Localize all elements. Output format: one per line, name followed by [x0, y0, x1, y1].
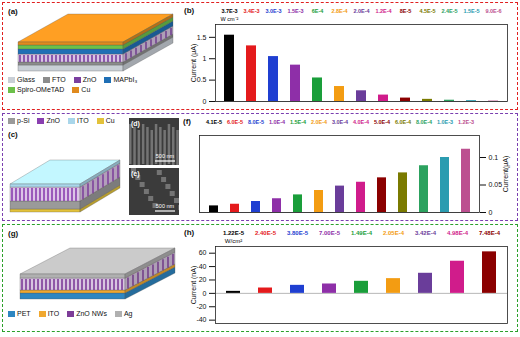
svg-text:1.5E-3: 1.5E-3 [287, 8, 303, 14]
svg-text:6.0E-5: 6.0E-5 [227, 119, 243, 125]
svg-text:(d): (d) [131, 120, 140, 128]
svg-text:1.0E-3: 1.0E-3 [437, 119, 453, 125]
svg-text:3.42E-4: 3.42E-4 [415, 230, 437, 236]
svg-text:7.48E-4: 7.48E-4 [479, 230, 501, 236]
svg-text:1.0E-4: 1.0E-4 [269, 119, 286, 125]
html-text:Glass: Glass [17, 76, 35, 83]
svg-text:1.5: 1.5 [197, 34, 207, 41]
svg-text:1.2E-4: 1.2E-4 [375, 8, 392, 14]
svg-text:2.05E-4: 2.05E-4 [383, 230, 405, 236]
svg-text:Current (nA): Current (nA) [190, 266, 198, 305]
svg-text:Current (μA): Current (μA) [190, 44, 198, 83]
html-text:ZnO: ZnO [46, 117, 61, 124]
html-text:MAPbI₃: MAPbI₃ [113, 76, 138, 83]
svg-text:1: 1 [203, 55, 207, 62]
svg-text:2.0E-4: 2.0E-4 [311, 119, 328, 125]
html-text:Cu: Cu [81, 86, 91, 93]
svg-text:1.5E-5: 1.5E-5 [463, 8, 479, 14]
svg-text:4.5E-5: 4.5E-5 [419, 8, 435, 14]
svg-text:60: 60 [199, 249, 207, 256]
svg-text:6.0E-4: 6.0E-4 [395, 119, 412, 125]
html-text:(f): (f) [183, 117, 191, 126]
html-text:(h): (h) [184, 228, 195, 237]
html-text:ZnO NWs: ZnO NWs [76, 310, 107, 317]
svg-text:8E-5: 8E-5 [400, 8, 412, 14]
svg-text:0: 0 [203, 98, 207, 105]
svg-text:3.0E-4: 3.0E-4 [332, 119, 349, 125]
html-text:ITO: ITO [47, 310, 60, 317]
svg-text:W cm⁻²: W cm⁻² [221, 16, 239, 22]
svg-text:6E-4: 6E-4 [312, 8, 325, 14]
svg-text:3.4E-3: 3.4E-3 [243, 8, 259, 14]
svg-text:9.0E-6: 9.0E-6 [485, 8, 501, 14]
svg-text:8.0E-4: 8.0E-4 [416, 119, 433, 125]
html-text:Ag: Ag [123, 310, 133, 317]
html-text:ZnO: ZnO [82, 76, 97, 83]
svg-text:2.0E-4: 2.0E-4 [353, 8, 370, 14]
svg-text:2.40E-5: 2.40E-5 [255, 230, 277, 236]
svg-text:0: 0 [203, 290, 207, 297]
svg-text:0.1: 0.1 [489, 154, 499, 161]
svg-text:0.05: 0.05 [489, 181, 503, 188]
svg-text:(c): (c) [8, 130, 18, 139]
html-text:PET: PET [17, 310, 31, 317]
svg-text:500 nm: 500 nm [156, 203, 175, 209]
html-text:Spiro-OMeTAD: Spiro-OMeTAD [17, 86, 65, 93]
svg-text:(a): (a) [8, 7, 18, 16]
html-text:FTO: FTO [51, 76, 66, 83]
svg-text:7.00E-5: 7.00E-5 [319, 230, 341, 236]
html-text:p-Si: p-Si [17, 117, 30, 124]
html-text:ITO: ITO [77, 117, 89, 124]
svg-text:2.4E-5: 2.4E-5 [441, 8, 457, 14]
svg-text:1.2E-3: 1.2E-3 [458, 119, 474, 125]
svg-text:1.49E-4: 1.49E-4 [351, 230, 373, 236]
svg-text:3.80E-5: 3.80E-5 [287, 230, 309, 236]
svg-text:Current(μA): Current(μA) [502, 156, 510, 193]
svg-text:3.0E-3: 3.0E-3 [265, 8, 281, 14]
svg-text:-20: -20 [196, 303, 206, 310]
svg-text:500 nm: 500 nm [156, 153, 175, 159]
svg-text:0: 0 [489, 209, 493, 216]
svg-text:1.5E-4: 1.5E-4 [290, 119, 307, 125]
svg-text:4.98E-4: 4.98E-4 [447, 230, 469, 236]
svg-text:4.0E-4: 4.0E-4 [353, 119, 370, 125]
svg-text:-40: -40 [196, 316, 206, 323]
svg-text:4.1E-5: 4.1E-5 [206, 119, 222, 125]
html-text:(b): (b) [184, 6, 195, 15]
svg-text:3.7E-3: 3.7E-3 [221, 8, 237, 14]
svg-text:8.0E-5: 8.0E-5 [248, 119, 264, 125]
svg-text:0.5: 0.5 [197, 76, 207, 83]
html-text:Cu: Cu [105, 117, 115, 124]
svg-text:5.0E-4: 5.0E-4 [374, 119, 391, 125]
svg-text:20: 20 [199, 276, 207, 283]
svg-text:1.22E-5: 1.22E-5 [223, 230, 245, 236]
svg-text:(g): (g) [8, 229, 19, 238]
svg-text:W/cm²: W/cm² [225, 238, 242, 244]
svg-text:40: 40 [199, 263, 207, 270]
svg-text:2.8E-4: 2.8E-4 [331, 8, 348, 14]
svg-text:(e): (e) [131, 170, 140, 178]
